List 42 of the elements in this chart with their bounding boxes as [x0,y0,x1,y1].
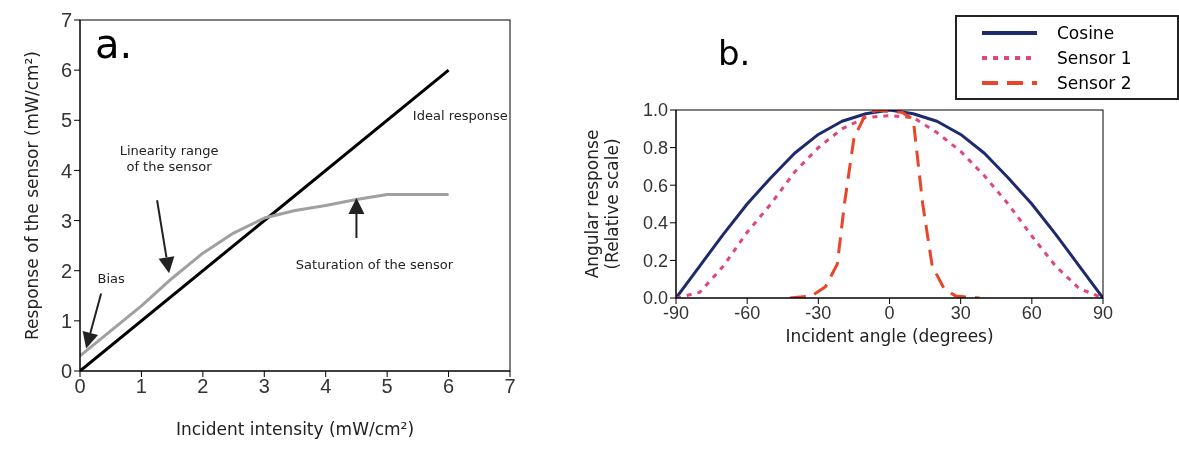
x-tick-label: 1 [135,375,147,398]
y-tick-label: 3 [60,209,72,232]
x-tick-label: 4 [320,375,332,398]
x-tick-label: 5 [381,375,393,398]
y-tick-label: 2 [60,259,72,282]
line-series [80,193,451,358]
annotation: Linearity range of the sensor [119,142,219,174]
y-tick-label: 4 [60,159,72,182]
annotation: Bias [97,270,125,286]
x-tick-label: 6 [443,375,455,398]
annotation: Ideal response [412,107,508,123]
x-tick-label: 60 [1021,302,1042,323]
y-tick-label: 5 [60,109,72,132]
x-tick-label: -60 [734,302,761,323]
x-tick-label: 90 [1092,302,1114,323]
x-tick-label: 7 [504,375,516,398]
chart-title: a. [95,21,133,67]
x-tick-label: -30 [805,302,832,323]
y-tick-label: 0.0 [642,288,668,309]
legend-label: Sensor 2 [1057,72,1132,93]
y-tick-label: 7 [60,9,72,32]
y-axis-title: Angular response (Relative scale) [581,129,623,279]
legend-label: Cosine [1057,22,1115,43]
y-tick-label: 1.0 [642,100,668,121]
x-axis-title: Incident intensity (mW/cm²) [175,419,415,439]
annotation: Saturation of the sensor [295,256,454,272]
y-tick-label: 6 [60,59,72,82]
x-tick-label: 3 [258,375,270,398]
line-series [788,110,982,298]
y-axis-title: Response of the sensor (mW/cm²) [22,51,42,340]
y-tick-label: 0 [60,360,72,383]
x-tick-label: 30 [950,302,971,323]
legend-label: Sensor 1 [1057,47,1132,68]
x-tick-label: 2 [197,375,209,398]
x-tick-label: 0 [884,302,895,323]
x-axis-title: Incident angle (degrees) [785,326,994,346]
y-tick-label: 0.6 [642,175,668,196]
y-tick-label: 0.2 [642,250,668,271]
y-tick-label: 0.8 [642,137,668,158]
x-tick-label: 0 [74,375,86,398]
y-tick-label: 0.4 [642,213,668,234]
chart-title: b. [718,33,751,73]
